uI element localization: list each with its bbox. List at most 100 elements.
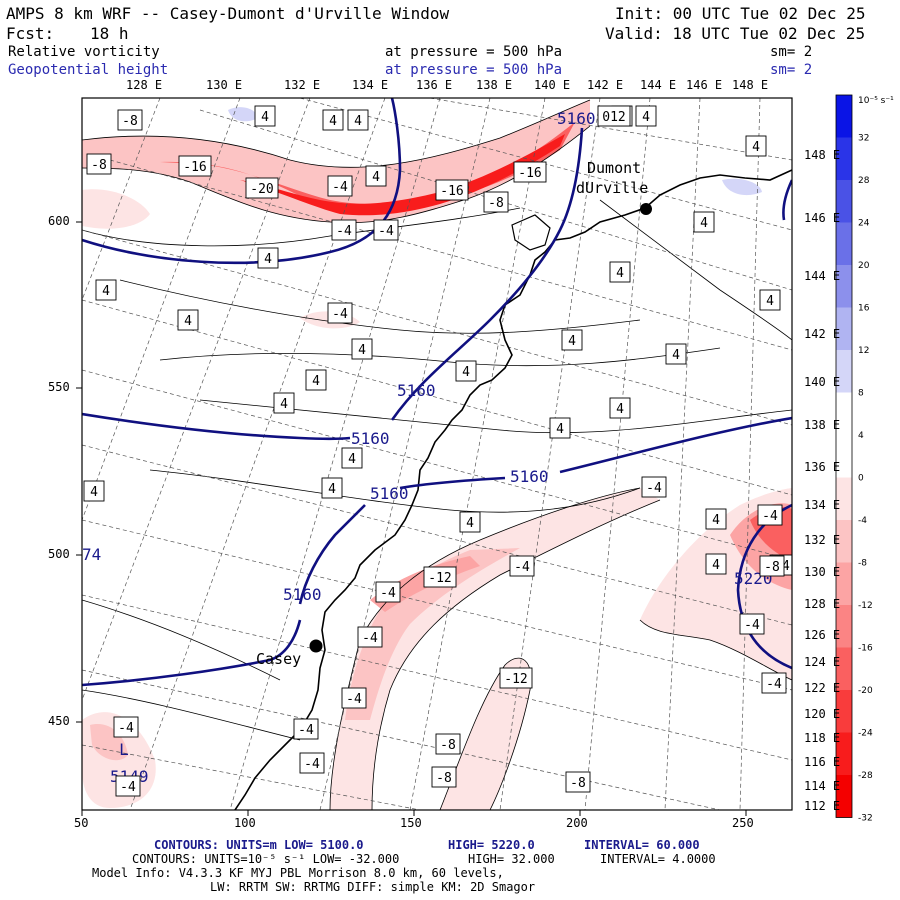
vorticity-label-box [423, 566, 457, 588]
map-panel: Dumont dUrville Casey 5160 5160 5160 516… [82, 98, 792, 810]
vorticity-contour [82, 125, 591, 224]
vorticity-contour-label: 4 [635, 105, 657, 127]
colorbar-tick-label: -12 [858, 601, 873, 611]
vorticity-label-box [245, 177, 279, 199]
vorticity-label-text: 4 [90, 485, 98, 500]
vorticity-label-box [321, 477, 343, 499]
field2-level: at pressure = 500 hPa [385, 62, 563, 78]
vorticity-contour-label: -8 [759, 555, 785, 577]
vorticity-label-text: 4 [261, 110, 269, 125]
footer-contours-height-high: HIGH= 5220.0 [448, 838, 535, 852]
footer-model-info: Model Info: V4.3.3 KF MYJ PBL Morrison 8… [92, 866, 504, 880]
x-tick-label: 250 [732, 816, 754, 830]
vorticity-label-text: 4 [462, 365, 470, 380]
top-longitude-label: 138 E [476, 78, 513, 92]
vorticity-contour-label: -8 [86, 153, 112, 175]
vorticity-label-text: -20 [250, 182, 273, 197]
x-tick-label: 100 [234, 816, 256, 830]
vorticity-contour-label: 4 [254, 105, 276, 127]
vorticity-contour-label: 4 [459, 511, 481, 533]
footer-physics-info: LW: RRTM SW: RRTMG DIFF: simple KM: 2D S… [210, 880, 536, 894]
vorticity-contour-label: -4 [115, 775, 141, 797]
vorticity-patch-south [440, 658, 531, 810]
vorticity-contour [82, 599, 281, 681]
colorbar-tick-label: -20 [858, 686, 873, 696]
vorticity-contour-label: 4 [177, 309, 199, 331]
colorbar-tick-label: -24 [858, 729, 873, 739]
vorticity-label-box [459, 511, 481, 533]
vorticity-contour-label: 4 [549, 417, 571, 439]
vorticity-label-box [117, 109, 143, 131]
vorticity-contour [371, 499, 661, 810]
grid-line [82, 98, 241, 521]
vorticity-label-text: 4 [358, 343, 366, 358]
vorticity-contour-label: -8 [565, 771, 591, 793]
vorticity-label-text: -4 [332, 307, 348, 322]
right-longitude-label: 138 E [804, 418, 841, 432]
vorticity-label-box [113, 716, 139, 738]
height-contour [82, 98, 402, 265]
colorbar-tick-label: 8 [858, 389, 864, 399]
antarctic-coastline [234, 169, 792, 810]
y-tick-label: 500 [48, 547, 70, 561]
top-longitude-label: 140 E [534, 78, 571, 92]
vorticity-label-box [549, 417, 571, 439]
vorticity-label-text: 4 [280, 397, 288, 412]
colorbar-swatch [836, 222, 852, 265]
height-contour [298, 504, 366, 605]
height-contour [82, 412, 351, 441]
vorticity-label-text: -4 [744, 618, 760, 633]
vorticity-contour-label: 4 [322, 109, 344, 131]
right-longitude-label: 122 E [804, 681, 841, 695]
right-longitude-label: 126 E [804, 628, 841, 642]
colorbar-swatch [836, 732, 852, 775]
vorticity-label-text: 4 [264, 252, 272, 267]
footer-contours-vorticity-interval: INTERVAL= 4.0000 [600, 852, 716, 866]
vorticity-positive-patch [228, 107, 258, 122]
vorticity-label-box [305, 369, 327, 391]
height-contour [782, 179, 792, 221]
vorticity-label-text: 4 [556, 422, 564, 437]
vorticity-contour-label: 4 [705, 508, 727, 530]
init-time: Init: 00 UTC Tue 02 Dec 25 [615, 4, 866, 23]
field1-name: Relative vorticity [8, 44, 160, 60]
forecast-hour: 18 h [90, 24, 129, 43]
colorbar-tick-label: 16 [858, 304, 870, 314]
vorticity-label-box [95, 279, 117, 301]
grid-line [129, 98, 386, 810]
vorticity-contour [599, 199, 792, 341]
colorbar-tick-label: -32 [858, 814, 873, 824]
grid-line [499, 98, 601, 810]
vorticity-label-text: 4 [672, 348, 680, 363]
dumont-label-line1: Dumont [587, 159, 641, 177]
vorticity-label-text: -16 [518, 166, 541, 181]
vorticity-contour-label: -4 [757, 504, 783, 526]
geopotential-contours [82, 98, 792, 687]
vorticity-label-text: -8 [764, 560, 780, 575]
vorticity-label-text: 012 [602, 110, 625, 125]
field2-smoothing: sm= 2 [770, 62, 813, 78]
map-title: AMPS 8 km WRF -- Casey-Dumont d'Urville … [6, 4, 450, 23]
colorbar-swatch [836, 95, 852, 138]
vorticity-label-box [641, 476, 667, 498]
vorticity-label-box [83, 480, 105, 502]
forecast-label: Fcst: [6, 24, 55, 43]
vorticity-contour-label: 4 [341, 447, 363, 469]
colorbar-frame [835, 94, 853, 818]
colorbar-tick-label: 12 [858, 346, 869, 356]
vorticity-label-box [759, 555, 785, 577]
right-longitude-label: 134 E [804, 498, 841, 512]
colorbar-tick-label: -28 [858, 771, 873, 781]
vorticity-label-text: 4 [328, 482, 336, 497]
vorticity-label-box [299, 752, 325, 774]
vorticity-label-text: 4 [752, 140, 760, 155]
vorticity-label-box [322, 109, 344, 131]
vorticity-contour-label: -4 [293, 718, 319, 740]
grid-line [429, 98, 792, 161]
vorticity-contour-label: -8 [117, 109, 143, 131]
vorticity-contour-label: -12 [499, 667, 533, 689]
vorticity-label-text: -8 [436, 771, 452, 786]
colorbar-tick-label: 24 [858, 219, 870, 229]
vorticity-patch-northwest [82, 189, 150, 229]
